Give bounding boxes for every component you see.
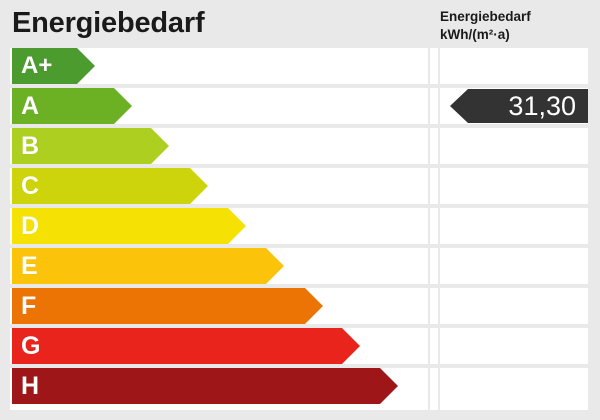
bar-arrow-tip [342,328,360,364]
row-separator [10,284,588,288]
energy-class-label: D [21,212,40,240]
bar-body: E [12,248,266,284]
row-separator [10,124,588,128]
value-marker-arrow-tip [450,89,468,123]
scale-row: B [10,128,588,164]
energy-class-bar: G [12,328,360,364]
value-marker: 31,30 [450,89,588,123]
column-divider-right [438,48,440,410]
bar-body: D [12,208,228,244]
row-separator [10,84,588,88]
value-column-header: Energiebedarf kWh/(m²·a) [440,8,590,44]
scale-row: A+ [10,48,588,84]
bar-body: G [12,328,342,364]
bar-arrow-tip [380,368,398,404]
row-separator [10,204,588,208]
bar-arrow-tip [266,248,284,284]
energy-class-label: A+ [21,52,53,79]
energy-class-bar: H [12,368,398,404]
bar-body: B [12,128,151,164]
energy-class-bar: B [12,128,169,164]
value-column-header-line1: Energiebedarf [440,9,531,24]
row-separator [10,324,588,328]
row-separator [10,364,588,368]
energy-class-label: C [21,172,40,200]
value-marker-value: 31,30 [468,89,588,123]
energy-class-bar: D [12,208,246,244]
scale-row: C [10,168,588,204]
scale-row: E [10,248,588,284]
bar-body: A+ [12,48,77,84]
column-divider-left [428,48,430,410]
scale-row: A [10,88,588,124]
bar-arrow-tip [114,88,132,124]
bar-arrow-tip [228,208,246,244]
energy-class-label: B [21,132,40,160]
bar-body: C [12,168,190,204]
energy-class-label: H [21,372,40,400]
bar-body: A [12,88,114,124]
scale-row: G [10,328,588,364]
scale-row: H [10,368,588,404]
energy-class-bar: A [12,88,132,124]
value-column-header-line2: kWh/(m²·a) [440,27,510,42]
energy-class-label: G [21,332,41,360]
energy-class-label: F [21,292,37,320]
page-title: Energiebedarf [12,7,205,39]
row-separator [10,244,588,248]
bar-arrow-tip [190,168,208,204]
bar-arrow-tip [151,128,169,164]
energy-class-label: E [21,252,38,280]
bar-arrow-tip [305,288,323,324]
row-separator [10,164,588,168]
energy-class-label: A [21,92,40,120]
scale-row: D [10,208,588,244]
bar-body: F [12,288,305,324]
energy-class-bar: C [12,168,208,204]
energy-class-bar: F [12,288,323,324]
scale-row: F [10,288,588,324]
bar-body: H [12,368,380,404]
energy-class-bar: A+ [12,48,95,84]
energy-class-bar: E [12,248,284,284]
bar-arrow-tip [77,48,95,84]
